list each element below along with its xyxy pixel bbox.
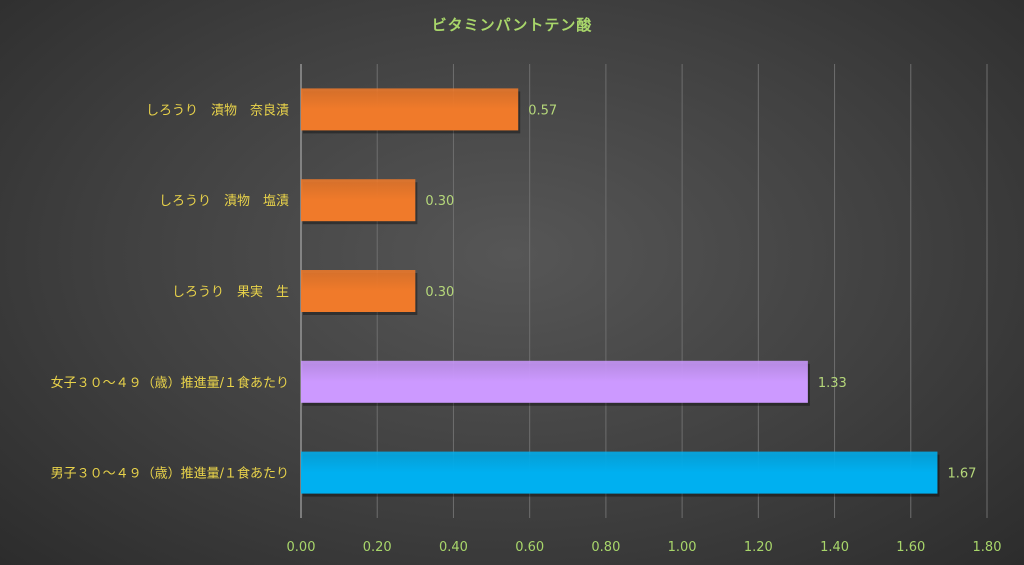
x-tick-label: 0.80 [591, 540, 620, 555]
x-tick-label: 0.60 [515, 540, 544, 555]
y-tick-label: しろうり 漬物 奈良漬 [146, 102, 289, 118]
chart-title: ビタミンパントテン酸 [431, 16, 593, 34]
data-label: 0.57 [528, 103, 557, 118]
bar [301, 270, 416, 312]
y-tick-label: しろうり 漬物 塩漬 [159, 194, 289, 209]
x-tick-label: 1.40 [820, 540, 849, 555]
data-label: 1.33 [818, 376, 847, 391]
bar [301, 360, 808, 403]
x-tick-label: 1.80 [973, 540, 1002, 555]
data-label: 0.30 [425, 285, 454, 300]
y-tick-label: しろうり 果実 生 [172, 284, 289, 300]
bar [301, 179, 416, 222]
x-tick-label: 1.60 [896, 540, 925, 555]
data-label: 0.30 [425, 194, 454, 209]
y-tick-label: 男子３０～４９（歳）推進量/１食あたり [51, 466, 289, 482]
x-tick-label: 1.20 [744, 540, 773, 555]
x-tick-label: 0.40 [439, 540, 468, 555]
x-tick-label: 1.00 [668, 540, 697, 555]
data-label: 1.67 [947, 467, 976, 482]
bar [301, 88, 519, 131]
x-tick-label: 0.20 [363, 540, 392, 555]
bar [301, 451, 938, 494]
y-tick-label: 女子３０～４９（歳）推進量/１食あたり [51, 375, 289, 391]
x-tick-label: 0.00 [287, 540, 316, 555]
